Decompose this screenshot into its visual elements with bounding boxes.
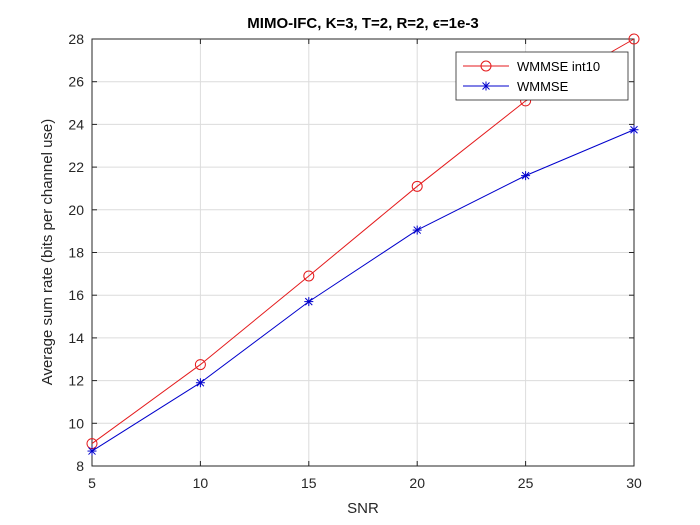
legend-item-wmmse: WMMSE: [463, 79, 569, 94]
data-point-wmmse-int10: [411, 180, 423, 192]
asterisk-stroke: [196, 378, 205, 387]
data-point-wmmse-int10: [194, 359, 206, 371]
legend-label: WMMSE: [517, 79, 569, 94]
y-tick-label: 28: [68, 31, 84, 47]
y-tick-label: 20: [68, 202, 84, 218]
legend-swatch-marker: [480, 60, 492, 72]
data-point-wmmse: [629, 125, 639, 135]
legend-label: WMMSE int10: [517, 59, 600, 74]
y-tick-label: 18: [68, 245, 84, 261]
data-point-wmmse: [304, 297, 314, 307]
asterisk-stroke: [482, 82, 490, 90]
legend-item-wmmse-int10: WMMSE int10: [463, 59, 600, 74]
y-tick-label: 10: [68, 415, 84, 431]
asterisk-stroke: [413, 226, 422, 234]
y-axis-label: Average sum rate (bits per channel use): [39, 119, 56, 386]
y-tick-label: 14: [68, 330, 84, 346]
asterisk-stroke: [521, 171, 530, 180]
x-tick-label: 25: [518, 475, 534, 491]
x-tick-label: 15: [301, 475, 317, 491]
x-tick-label: 10: [193, 475, 209, 491]
y-tick-label: 24: [68, 116, 84, 132]
x-tick-label: 5: [88, 475, 96, 491]
y-tick-label: 26: [68, 74, 84, 90]
y-tick-label: 8: [76, 458, 84, 474]
x-tick-label: 20: [409, 475, 425, 491]
legend: WMMSE int10 WMMSE: [455, 51, 629, 101]
series-line-wmmse: [91, 129, 635, 452]
y-tick-label: 22: [68, 159, 84, 175]
asterisk-stroke: [630, 125, 638, 134]
data-point-wmmse-int10: [303, 270, 315, 282]
asterisk-stroke: [88, 447, 96, 455]
legend-swatch-marker: [481, 81, 491, 91]
data-point-wmmse: [195, 378, 205, 388]
x-tick-label: 30: [626, 475, 642, 491]
series-wmmse: [87, 125, 639, 456]
chart-title: MIMO-IFC, K=3, T=2, R=2, ϵ=1e-3: [247, 15, 478, 32]
axis-ticks: 5 10 15 20 25 30 8 10 12 14 16 18 20 22 24 26 28: [68, 31, 642, 491]
y-tick-label: 16: [68, 287, 84, 303]
y-tick-label: 12: [68, 373, 84, 389]
data-point-wmmse: [412, 225, 422, 235]
data-point-wmmse-int10: [628, 33, 640, 45]
x-axis-label: SNR: [347, 500, 379, 517]
data-point-wmmse: [521, 171, 531, 181]
legend-box: [455, 51, 629, 101]
grid-lines: [91, 38, 635, 467]
data-point-wmmse: [87, 446, 97, 456]
asterisk-stroke: [304, 297, 313, 306]
